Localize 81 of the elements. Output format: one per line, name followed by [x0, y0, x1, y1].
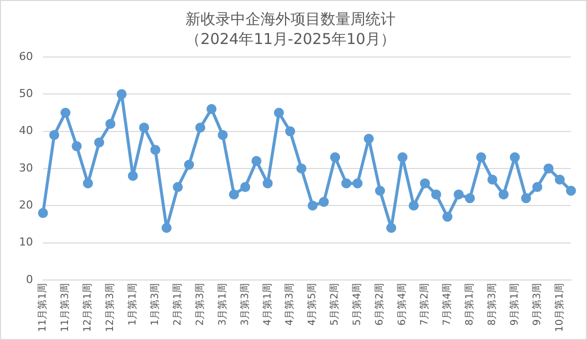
point — [521, 193, 532, 204]
point — [49, 130, 60, 140]
point — [431, 189, 442, 200]
x-tick-label: 6月第4周 — [396, 282, 408, 326]
point — [375, 186, 386, 196]
x-tick-label: 10月第1周 — [553, 282, 566, 332]
x-tick-label: 1月第1周 — [126, 282, 138, 326]
point — [262, 178, 273, 188]
point — [162, 222, 172, 233]
point — [72, 141, 82, 152]
y-tick-label: 30 — [18, 161, 33, 174]
point — [296, 163, 306, 174]
point — [420, 178, 430, 188]
chart-subtitle: （2024年11月-2025年10月） — [186, 30, 396, 48]
point — [510, 152, 520, 162]
point — [139, 122, 150, 133]
point — [94, 137, 104, 148]
x-tick-label: 2月第3周 — [194, 282, 206, 326]
point — [408, 200, 419, 211]
y-tick-label: 20 — [18, 198, 33, 212]
x-tick-label: 7月第4周 — [441, 282, 454, 326]
point — [464, 193, 475, 204]
x-tick-label: 9月第1周 — [508, 282, 520, 326]
x-tick-label: 12月第3周 — [104, 282, 116, 332]
point — [442, 212, 452, 222]
point — [38, 208, 48, 218]
x-tick-label: 5月第4周 — [351, 282, 364, 326]
x-tick-label: 7月第2周 — [418, 282, 431, 326]
point — [330, 152, 340, 162]
x-tick-label: 12月第1周 — [82, 282, 94, 332]
x-tick-label: 4月第5周 — [306, 282, 318, 326]
point — [172, 182, 183, 192]
point — [240, 182, 250, 192]
point — [274, 108, 284, 118]
point — [150, 144, 160, 155]
point — [195, 122, 206, 133]
point — [532, 182, 542, 192]
point — [487, 174, 498, 185]
point — [566, 186, 576, 196]
x-tick-label: 2月第1周 — [171, 282, 184, 326]
x-tick-label: 3月第1周 — [216, 282, 228, 326]
x-tick-label: 4月第1周 — [261, 282, 274, 326]
y-tick-label: 0 — [26, 272, 33, 286]
x-tick-label: 1月第3周 — [148, 282, 161, 326]
point — [318, 196, 329, 207]
y-tick-label: 50 — [18, 87, 33, 100]
x-tick-label: 9月第3周 — [530, 282, 543, 326]
point — [116, 89, 127, 100]
point — [386, 222, 396, 233]
point — [352, 178, 363, 188]
y-tick-label: 60 — [18, 50, 33, 63]
x-tick-label: 4月第3周 — [284, 282, 296, 326]
point — [128, 170, 138, 181]
point — [454, 189, 464, 200]
point — [308, 200, 318, 211]
chart-title: 新收录中企海外项目数量周统计 — [186, 10, 396, 28]
x-tick-label: 8月第1周 — [463, 282, 476, 326]
x-tick-label: 6月第2周 — [374, 282, 386, 326]
point — [341, 178, 352, 188]
point — [218, 130, 228, 140]
y-tick-label: 40 — [18, 124, 33, 138]
point — [60, 108, 70, 118]
y-tick-label: 10 — [18, 236, 33, 249]
x-tick-label: 11月第3周 — [59, 282, 72, 332]
point — [476, 152, 486, 162]
point — [364, 134, 374, 144]
point — [397, 152, 408, 162]
x-tick-label: 11月第1周 — [36, 282, 49, 332]
x-tick-label: 3月第3周 — [238, 282, 251, 326]
point — [544, 163, 554, 174]
point — [105, 118, 116, 129]
point — [554, 174, 565, 185]
point — [82, 178, 93, 188]
point — [184, 160, 194, 170]
point — [285, 126, 296, 136]
point — [228, 189, 239, 200]
point — [251, 156, 262, 166]
x-tick-label: 5月第2周 — [328, 282, 341, 326]
point — [498, 189, 509, 200]
x-tick-label: 8月第3周 — [486, 282, 498, 326]
point — [206, 104, 217, 114]
